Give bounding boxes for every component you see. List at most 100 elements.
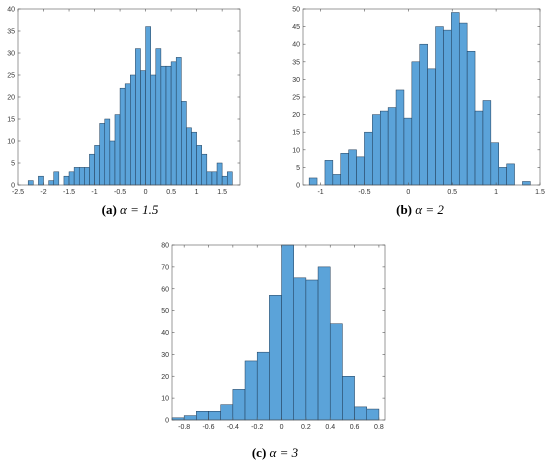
caption-text: α = 2 [415, 202, 444, 217]
caption-label: (b) [396, 202, 412, 217]
y-tick-label: 40 [7, 7, 15, 14]
y-tick-label: 0 [11, 183, 15, 190]
y-tick-label: 25 [292, 95, 300, 102]
bar [114, 114, 121, 186]
bar [354, 406, 367, 421]
bar [474, 110, 484, 186]
caption: (a) α = 1.5 [102, 202, 159, 217]
bar [78, 167, 85, 186]
bar [211, 171, 218, 186]
bar [395, 89, 405, 186]
x-tick-label: 1.5 [535, 189, 545, 196]
bar [522, 181, 531, 186]
bar [135, 48, 141, 186]
y-tick-label: 70 [161, 264, 169, 271]
bar [403, 117, 413, 186]
bar [308, 177, 318, 186]
y-tick-label: 15 [292, 130, 300, 137]
bar [443, 29, 452, 186]
caption-text: α = 1.5 [120, 202, 159, 217]
x-tick-label: 0.4 [325, 424, 335, 431]
bar [506, 163, 515, 186]
y-tick-label: 50 [292, 7, 300, 14]
bar [232, 389, 246, 421]
bar [411, 61, 420, 186]
bar [73, 167, 80, 186]
x-tick-label: 0.8 [374, 424, 384, 431]
caption-text: α = 3 [270, 445, 299, 460]
bar [498, 167, 507, 186]
x-tick-label: -0.6 [202, 424, 214, 431]
x-tick-label: 0 [280, 424, 284, 431]
bar [387, 107, 397, 186]
caption-label: (c) [252, 445, 266, 460]
bar [63, 175, 70, 186]
bar [364, 131, 373, 186]
bar [171, 417, 185, 421]
bar [220, 404, 234, 421]
bar [427, 68, 436, 186]
bar [458, 22, 468, 186]
bar [170, 61, 177, 186]
bar [482, 100, 492, 186]
x-tick-label: -0.4 [227, 424, 239, 431]
bar [175, 57, 182, 186]
x-tick-label: -0.2 [251, 424, 263, 431]
y-tick-label: 30 [161, 352, 169, 359]
y-tick-label: 35 [7, 29, 15, 36]
y-tick-label: 40 [292, 42, 300, 49]
y-tick-label: 10 [292, 147, 300, 154]
y-tick-label: 30 [7, 51, 15, 58]
x-tick-label: -0.5 [114, 189, 126, 196]
bar [186, 127, 192, 186]
x-tick-label: -0.5 [358, 189, 370, 196]
bar [435, 26, 444, 186]
bar [165, 65, 172, 186]
y-tick-label: 20 [161, 374, 169, 381]
bar [196, 411, 209, 421]
y-tick-label: 80 [161, 243, 169, 250]
y-tick-label: 60 [161, 286, 169, 293]
bar [160, 65, 167, 186]
bar [216, 162, 223, 186]
bar [221, 175, 228, 186]
bar [68, 171, 75, 186]
x-tick-label: 0.5 [166, 189, 176, 196]
x-tick-label: 1.5 [217, 189, 227, 196]
bar [305, 279, 319, 421]
bar [269, 295, 282, 421]
y-tick-label: 30 [292, 77, 300, 84]
bar [342, 376, 355, 421]
x-tick-label: 0.6 [350, 424, 360, 431]
y-tick-label: 0 [165, 418, 169, 425]
y-tick-label: 25 [7, 73, 15, 80]
bar [201, 153, 208, 186]
bar [332, 174, 341, 186]
bar [94, 145, 100, 186]
bar [84, 167, 90, 186]
bar [53, 171, 60, 186]
y-tick-label: 35 [292, 59, 300, 66]
x-tick-label: 0 [144, 189, 148, 196]
x-tick-label: -1.5 [63, 189, 75, 196]
bar [379, 110, 389, 186]
histogram: -0.8 -0.6 -0.4 -0.2 0 0.2 0.4 0.6 0.8 0 10 20 30 40 50… [161, 243, 386, 460]
caption: (b) α = 2 [396, 202, 444, 217]
y-tick-label: 10 [161, 396, 169, 403]
bar [419, 43, 428, 186]
bar [191, 131, 197, 186]
bar [99, 123, 106, 186]
y-tick-label: 0 [296, 183, 300, 190]
bar [27, 180, 34, 186]
x-tick-label: 0.5 [447, 189, 457, 196]
bar [196, 145, 202, 186]
bar [281, 244, 294, 421]
y-tick-label: 20 [7, 95, 15, 102]
bar [89, 153, 95, 186]
caption-label: (a) [102, 202, 117, 217]
histogram: -1 -0.5 0 0.5 1 1.5 0 5 10 15 20 25 30 35 40 45 50 (b) α … [292, 7, 545, 218]
bar [244, 360, 258, 421]
bar [451, 12, 460, 186]
x-tick-label: -0.8 [178, 424, 190, 431]
bar [340, 153, 349, 186]
